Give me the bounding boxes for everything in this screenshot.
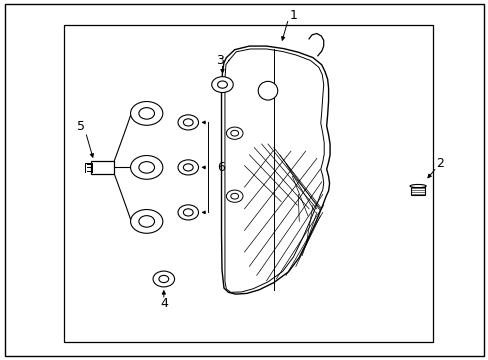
Circle shape (130, 156, 163, 179)
Text: 1: 1 (289, 9, 297, 22)
Circle shape (178, 115, 198, 130)
Text: 2: 2 (435, 157, 443, 170)
FancyBboxPatch shape (63, 25, 432, 342)
Circle shape (153, 271, 174, 287)
Circle shape (139, 216, 154, 227)
Circle shape (178, 205, 198, 220)
Circle shape (130, 102, 163, 125)
Circle shape (226, 190, 243, 202)
Circle shape (183, 164, 193, 171)
Circle shape (139, 108, 154, 119)
Circle shape (178, 160, 198, 175)
Circle shape (230, 193, 238, 199)
FancyBboxPatch shape (410, 187, 425, 195)
Polygon shape (221, 46, 329, 294)
Text: 6: 6 (216, 161, 224, 174)
Circle shape (130, 210, 163, 233)
Circle shape (217, 81, 227, 88)
FancyBboxPatch shape (91, 161, 114, 174)
Text: 3: 3 (216, 54, 224, 67)
Text: 4: 4 (160, 297, 167, 310)
Circle shape (230, 130, 238, 136)
Circle shape (183, 209, 193, 216)
Circle shape (159, 275, 168, 283)
Circle shape (226, 127, 243, 139)
Circle shape (139, 162, 154, 173)
Ellipse shape (409, 184, 426, 188)
Ellipse shape (258, 81, 277, 100)
Text: 5: 5 (77, 120, 84, 132)
Circle shape (211, 77, 233, 93)
Circle shape (183, 119, 193, 126)
